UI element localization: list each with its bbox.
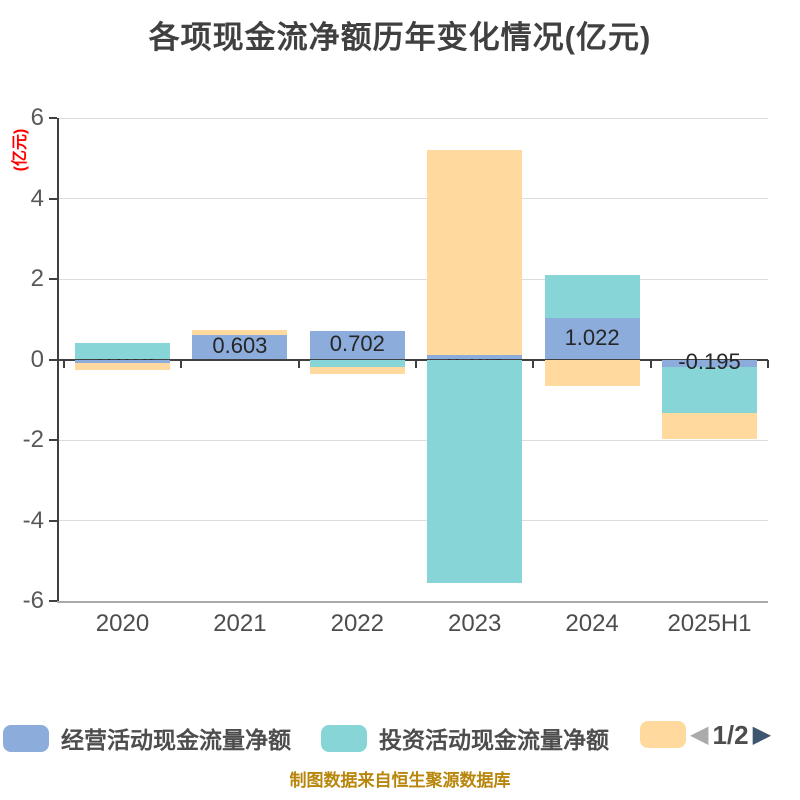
y-tick-label: -2 xyxy=(22,426,44,453)
bar-segment-2024-s2 xyxy=(544,359,640,386)
x-tick-mark xyxy=(297,359,300,368)
bar-value-label: -0.195 xyxy=(678,349,741,375)
legend-pagination: ◀ 1/2 ▶ xyxy=(690,720,771,750)
bar-segment-2022-s2 xyxy=(309,366,405,375)
x-tick-label-2025H1: 2025H1 xyxy=(667,610,752,637)
grid-line xyxy=(57,520,768,521)
grid-line xyxy=(57,600,768,603)
legend-label: 经营活动现金流量净额 xyxy=(61,727,291,753)
bar-segment-2024-s1 xyxy=(544,274,640,319)
y-tick-label: -6 xyxy=(22,587,44,614)
y-tick-label: 0 xyxy=(30,345,44,373)
bar-value-label: 1.022 xyxy=(564,324,620,350)
legend-swatch-teal-icon xyxy=(321,724,367,752)
y-tick-mark xyxy=(49,600,57,602)
x-tick-label-2024: 2024 xyxy=(565,610,619,637)
bar-segment-2020-s0 xyxy=(75,359,170,363)
x-tick-mark xyxy=(62,359,65,368)
x-tick-mark xyxy=(415,359,417,368)
data-source: 制图数据来自恒生聚源数据库 xyxy=(289,771,511,790)
y-tick-label: 6 xyxy=(30,104,44,131)
bar-segment-2023-s0 xyxy=(427,355,523,360)
bar-segment-2022-s0 xyxy=(309,331,405,360)
x-tick-mark xyxy=(767,359,770,368)
y-tick-mark xyxy=(49,117,57,119)
bar-segment-2021-s0 xyxy=(192,335,288,360)
x-tick-mark xyxy=(649,359,652,368)
legend-item-operating-cashflow[interactable]: 经营活动现金流量净额 xyxy=(3,721,291,755)
y-tick-mark xyxy=(49,197,57,200)
bar-segment-2025H1-s2 xyxy=(662,413,757,439)
bar-segment-2025H1-s1 xyxy=(662,367,757,414)
bar-segment-2020-s1 xyxy=(75,343,170,360)
y-tick-label: 2 xyxy=(30,265,44,292)
pagination-prev-icon[interactable]: ◀ xyxy=(690,721,709,748)
grid-line xyxy=(57,117,768,119)
y-tick-mark xyxy=(49,439,57,441)
bar-segment-2024-s0 xyxy=(544,318,640,360)
y-tick-mark xyxy=(49,358,57,361)
bar-segment-2023-s2 xyxy=(427,150,523,356)
x-tick-label-2022: 2022 xyxy=(330,610,384,637)
legend-item-financing-cashflow[interactable] xyxy=(640,721,698,748)
y-tick-mark xyxy=(49,278,57,280)
chart-title: 各项现金流净额历年变化情况(亿元) xyxy=(148,20,652,55)
bar-segment-2023-s1 xyxy=(427,359,523,583)
legend-swatch-blue-icon xyxy=(3,724,49,752)
y-tick-label: 4 xyxy=(30,184,44,212)
x-tick-label-2020: 2020 xyxy=(95,610,150,637)
x-tick-mark xyxy=(532,359,535,368)
y-axis-line xyxy=(57,118,59,601)
legend-item-investing-cashflow[interactable]: 投资活动现金流量净额 xyxy=(321,721,609,755)
grid-line xyxy=(57,439,768,441)
pagination-next-icon[interactable]: ▶ xyxy=(752,721,772,748)
bar-segment-2021-s2 xyxy=(192,329,288,336)
legend-label: 投资活动现金流量净额 xyxy=(379,727,609,753)
y-tick-label: -4 xyxy=(22,506,44,534)
bar-segment-2025H1-s0 xyxy=(662,359,757,368)
bar-segment-2022-s1 xyxy=(309,359,405,367)
page-indicator: 1/2 xyxy=(712,720,749,750)
x-tick-label-2023: 2023 xyxy=(447,610,502,637)
x-tick-label-2021: 2021 xyxy=(213,610,267,637)
x-tick-mark xyxy=(180,359,183,368)
grid-line xyxy=(57,198,768,199)
zero-axis-line xyxy=(57,358,768,361)
bar-value-label: 0.702 xyxy=(329,331,385,357)
bar-segment-2020-s2 xyxy=(75,362,170,370)
grid-line xyxy=(57,278,768,280)
y-tick-mark xyxy=(49,519,57,522)
legend-swatch-orange-icon xyxy=(640,721,686,748)
bar-value-label: 0.603 xyxy=(212,333,268,359)
